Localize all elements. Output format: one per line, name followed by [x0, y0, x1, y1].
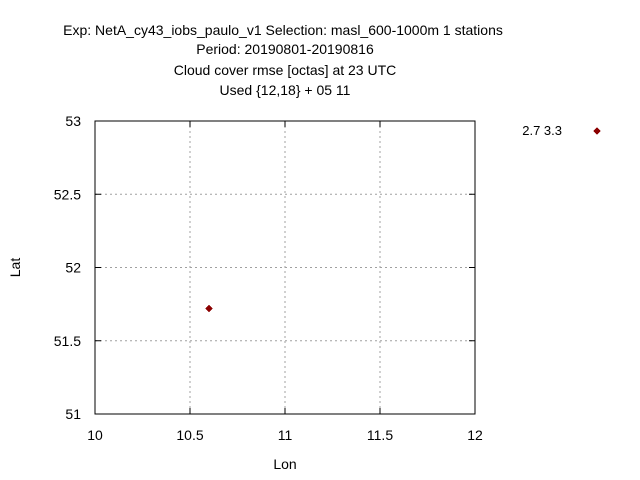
x-axis-label: Lon	[273, 456, 296, 472]
x-tick-label: 12	[467, 427, 483, 443]
title-line-2: Period: 20190801-20190816	[196, 41, 374, 57]
y-axis-label: Lat	[7, 258, 23, 278]
y-tick-label: 51	[65, 406, 81, 422]
x-axis-ticks: 10 10.5 11 11.5 12	[87, 121, 483, 443]
y-tick-label: 51.5	[54, 333, 81, 349]
data-point	[205, 304, 213, 313]
data-points	[205, 304, 213, 313]
legend-marker	[593, 127, 601, 135]
x-tick-label: 11	[278, 427, 293, 443]
title-line-1: Exp: NetA_cy43_iobs_paulo_v1 Selection: …	[63, 22, 503, 38]
grid	[95, 121, 475, 414]
x-tick-label: 11.5	[367, 427, 393, 443]
y-tick-label: 52	[65, 260, 81, 276]
y-tick-label: 52.5	[54, 186, 81, 202]
x-tick-label: 10.5	[176, 427, 203, 443]
chart-title: Exp: NetA_cy43_iobs_paulo_v1 Selection: …	[63, 22, 503, 98]
legend-label: 2.7 3.3	[522, 123, 562, 138]
y-tick-label: 53	[65, 113, 81, 129]
title-line-4: Used {12,18} + 05 11	[220, 82, 351, 98]
title-line-3: Cloud cover rmse [octas] at 23 UTC	[174, 62, 397, 78]
x-tick-label: 10	[87, 427, 103, 443]
legend: 2.7 3.3	[522, 123, 601, 138]
y-axis-ticks: 51 51.5 52 52.5 53	[54, 113, 475, 422]
